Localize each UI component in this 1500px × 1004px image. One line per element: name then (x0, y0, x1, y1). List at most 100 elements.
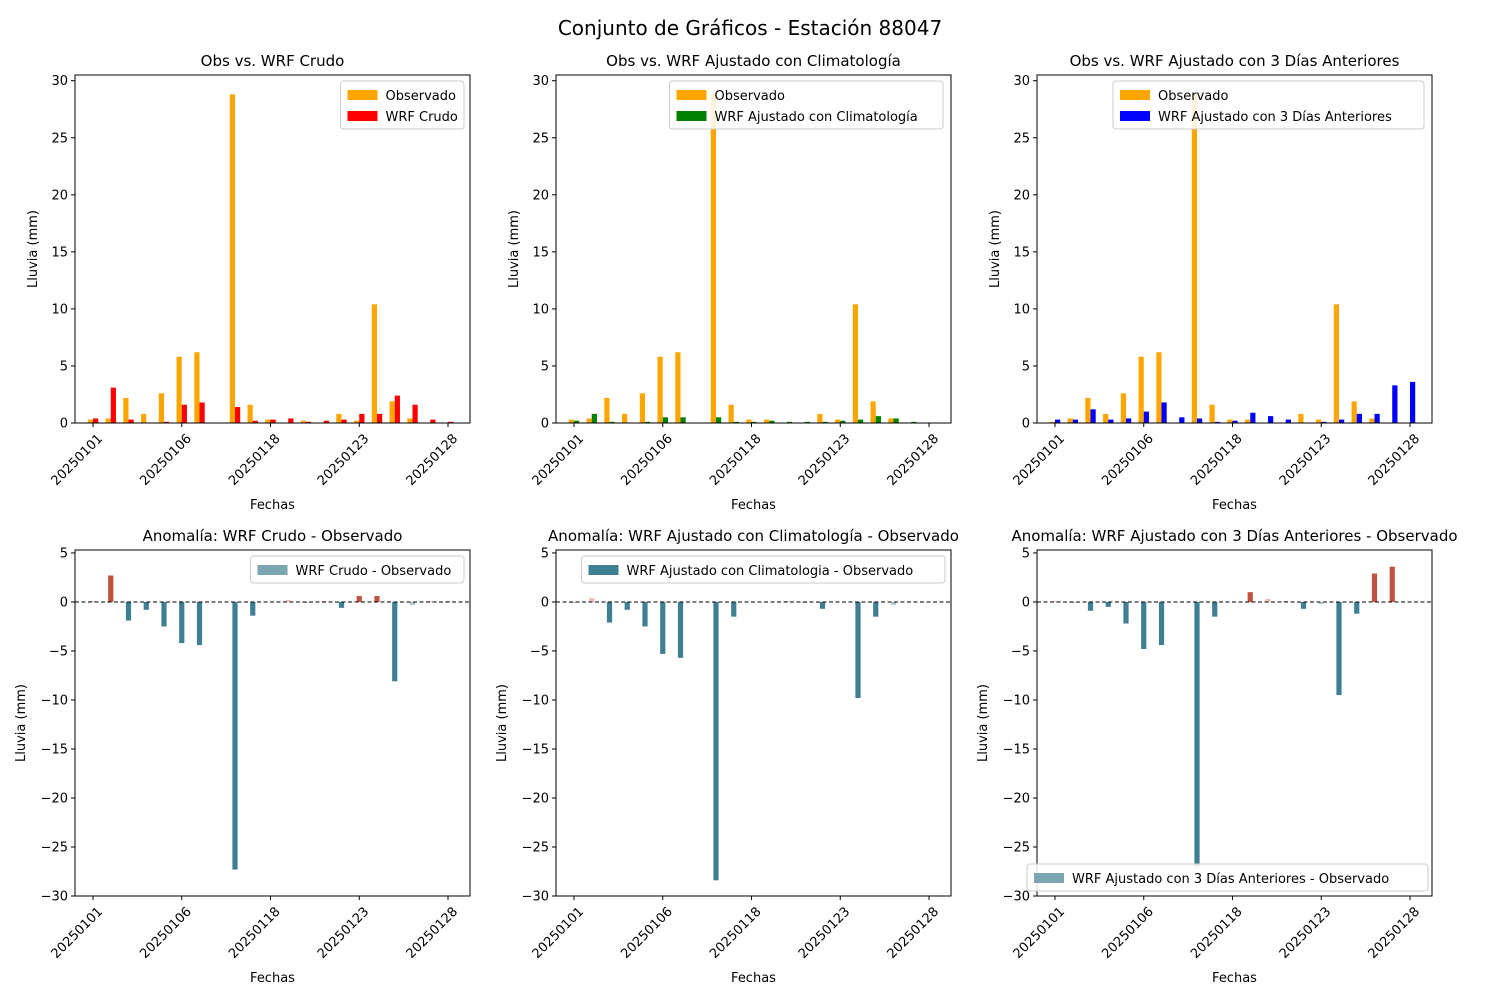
chart-4: −30 −25 −20 −15 −10 −5 0 5 20250101 20250106 20250… (14, 527, 471, 986)
bar-wrf-1 (110, 387, 116, 423)
bar-wrf-12 (787, 421, 793, 423)
legend-box (1026, 863, 1429, 892)
y-tick-label: 5 (1022, 546, 1030, 561)
anomaly-bar-0 (571, 601, 577, 603)
bar-wrf-12 (306, 421, 312, 423)
bar-observed-6 (194, 352, 200, 423)
bar-observed-9 (247, 404, 253, 423)
y-axis-label: Lluvia (mm) (14, 684, 29, 762)
y-tick-label: 25 (1013, 131, 1030, 146)
bar-observed-0 (87, 419, 93, 423)
bar-wrf-20 (1410, 381, 1416, 423)
bar-observed-1 (586, 418, 592, 423)
y-axis-label: Lluvia (mm) (26, 210, 41, 288)
bar-wrf-6 (680, 417, 686, 423)
bars (90, 575, 451, 870)
y-tick-label: −10 (1003, 693, 1030, 708)
bar-wrf-5 (1143, 411, 1149, 423)
bar-observed-8 (229, 94, 235, 424)
axes-frame (555, 74, 952, 424)
y-tick-label: 10 (1013, 302, 1030, 317)
x-axis-label: Fechas (1212, 971, 1257, 986)
bar-observed-2 (604, 397, 610, 423)
y-tick-label: 0 (1022, 417, 1030, 432)
bar-observed-1 (1067, 418, 1073, 423)
anomaly-bar-15 (356, 596, 362, 602)
anomaly-bar-2 (606, 601, 613, 623)
y-tick-label: 5 (60, 546, 68, 561)
axes-frame (1036, 549, 1433, 897)
plot-area (556, 550, 951, 896)
y-tick-label: −30 (1003, 890, 1030, 905)
anomaly-bar-17 (392, 601, 398, 682)
legend: Observado WRF Ajustado con Climatología (669, 80, 944, 130)
y-tick-label: −10 (522, 693, 549, 708)
anomaly-bar-6 (677, 601, 684, 658)
bar-observed-14 (336, 413, 342, 423)
y-tick-label: 0 (541, 595, 549, 610)
y-tick-label: −15 (522, 742, 549, 757)
bar-wrf-0 (574, 420, 580, 423)
bar-observed-5 (1138, 356, 1144, 423)
bars (1052, 566, 1395, 867)
bar-observed-17 (1351, 401, 1357, 423)
legend: WRF Ajustado con 3 Días Anteriores - Obs… (1026, 863, 1429, 892)
y-tick-label: −5 (49, 644, 68, 659)
x-tick-label: 20250128 (885, 431, 942, 488)
x-axis-label: Fechas (731, 498, 776, 513)
anomaly-bar-8 (232, 601, 238, 870)
y-tick-label: 10 (51, 302, 68, 317)
x-tick-label: 20250101 (530, 431, 587, 488)
bar-wrf-6 (199, 402, 205, 423)
bar-observed-18 (1369, 418, 1375, 423)
bar-observed-14 (817, 413, 823, 423)
bars (568, 94, 917, 424)
anomaly-bar-17 (1354, 601, 1360, 614)
x-tick-label: 20250106 (137, 431, 194, 488)
legend-label: Observado (386, 89, 457, 104)
bar-observed-12 (300, 420, 306, 423)
y-tick-label: −30 (41, 890, 68, 905)
bar-observed-6 (1156, 352, 1162, 423)
bar-observed-5 (176, 356, 182, 423)
y-tick-label: −25 (522, 840, 549, 855)
anomaly-bar-4 (1123, 601, 1129, 624)
legend: WRF Ajustado con Climatologia - Observad… (581, 555, 946, 584)
bar-observed-16 (371, 304, 377, 423)
anomaly-bar-3 (1105, 601, 1111, 607)
anomaly-bar-18 (890, 601, 897, 605)
bar-wrf-1 (591, 413, 597, 423)
chart-title: Anomalía: WRF Ajustado con 3 Días Anteri… (1011, 527, 1457, 545)
bar-wrf-10 (1232, 420, 1238, 423)
x-tick-label: 20250128 (1366, 904, 1423, 961)
legend-swatch (1120, 111, 1150, 121)
bar-observed-15 (1316, 419, 1322, 423)
bar-wrf-2 (609, 421, 615, 423)
x-tick-label: 20250118 (226, 904, 283, 961)
y-axis-label: Lluvia (mm) (976, 684, 991, 762)
bar-observed-11 (1245, 419, 1251, 423)
bar-observed-8 (1191, 94, 1197, 424)
anomaly-bar-1 (589, 598, 595, 602)
axes-frame (74, 549, 471, 897)
bar-wrf-7 (1179, 417, 1185, 423)
x-tick-label: 20250118 (1188, 431, 1245, 488)
bar-observed-2 (1085, 397, 1091, 423)
bar-wrf-4 (164, 421, 170, 423)
x-tick-label: 20250123 (796, 431, 853, 488)
bar-observed-17 (870, 401, 876, 423)
y-tick-label: 0 (1022, 595, 1030, 610)
anomaly-bar-2 (1087, 601, 1094, 611)
bar-observed-3 (622, 413, 628, 423)
chart-title: Obs vs. WRF Ajustado con Climatología (606, 52, 901, 70)
bar-wrf-13 (1285, 419, 1291, 423)
x-tick-label: 20250128 (885, 904, 942, 961)
bar-wrf-14 (341, 419, 347, 423)
anomaly-bar-5 (179, 601, 185, 644)
anomaly-bar-5 (1141, 601, 1147, 649)
anomaly-bar-16 (1336, 601, 1342, 696)
legend-label: WRF Ajustado con Climatologia - Observad… (627, 564, 914, 579)
y-tick-label: −20 (1003, 791, 1030, 806)
bar-wrf-18 (1374, 413, 1380, 423)
bar-observed-10 (746, 419, 752, 423)
